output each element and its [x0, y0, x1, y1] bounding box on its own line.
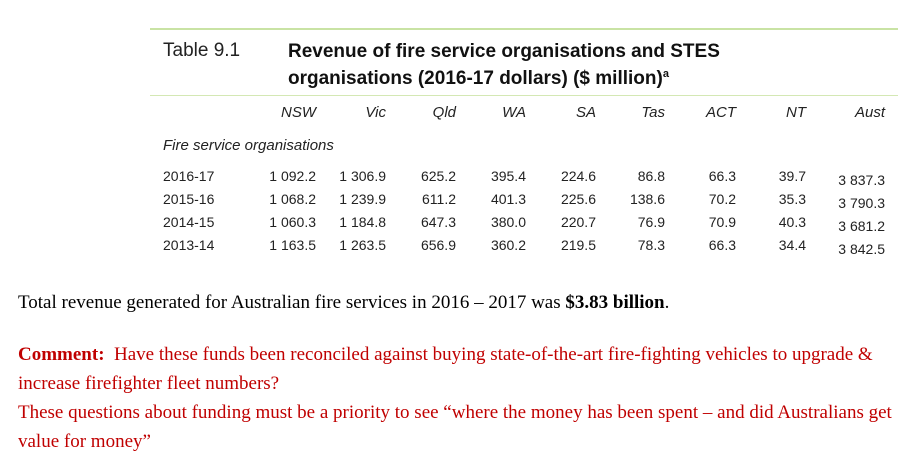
- comment-line-1: Comment: Have these funds been reconcile…: [18, 340, 898, 398]
- table-cell: 1 092.2: [269, 168, 316, 184]
- row-year: 2016-17: [163, 168, 215, 184]
- table-cell: 401.3: [490, 191, 526, 207]
- table-cell: 1 163.5: [269, 237, 316, 253]
- table-cell: 224.6: [560, 168, 596, 184]
- summary-prefix: Total revenue generated for Australian f…: [18, 292, 566, 313]
- table-top-rule: [150, 28, 898, 30]
- table-cell: 611.2: [422, 191, 456, 207]
- table-cell: 1 239.9: [339, 191, 386, 207]
- table-cell: 138.6: [629, 191, 665, 207]
- column-header: NSW: [281, 104, 316, 121]
- column-header: Vic: [365, 104, 386, 121]
- table-cell: 1 184.8: [339, 214, 386, 230]
- table-cell: 1 060.3: [269, 214, 316, 230]
- summary-suffix: .: [664, 292, 670, 313]
- table-cell: 3 837.3: [838, 172, 885, 188]
- row-year: 2014-15: [163, 214, 215, 230]
- table-cell: 1 263.5: [339, 237, 386, 253]
- column-header: ACT: [706, 104, 736, 121]
- row-year: 2013-14: [163, 237, 215, 253]
- table-cell: 3 842.5: [838, 241, 885, 257]
- table-cell: 1 068.2: [269, 191, 316, 207]
- table-cell: 656.9: [420, 237, 456, 253]
- summary-amount: $3.83 billion: [565, 292, 665, 313]
- table-cell: 3 681.2: [838, 218, 885, 234]
- table-cell: 220.7: [560, 214, 596, 230]
- table-cell: 625.2: [420, 168, 456, 184]
- table-cell: 39.7: [778, 168, 806, 184]
- table-cell: 70.9: [708, 214, 736, 230]
- table-cell: 380.0: [490, 214, 526, 230]
- column-header: Aust: [854, 104, 885, 121]
- table-cell: 70.2: [708, 191, 736, 207]
- table-cell: 34.4: [778, 237, 806, 253]
- table-cell: 66.3: [708, 237, 736, 253]
- comment-block: Comment: Have these funds been reconcile…: [18, 340, 898, 456]
- column-header: Tas: [641, 104, 665, 121]
- table-cell: 3 790.3: [838, 195, 885, 211]
- table-title-text: Revenue of fire service organisations an…: [288, 41, 720, 89]
- column-header: WA: [502, 104, 526, 121]
- comment-label: Comment:: [18, 344, 105, 365]
- table-cell: 1 306.9: [339, 168, 386, 184]
- table-cell: 219.5: [560, 237, 596, 253]
- table-cell: 225.6: [560, 191, 596, 207]
- table-cell: 647.3: [420, 214, 456, 230]
- table-title: Revenue of fire service organisations an…: [288, 40, 808, 90]
- table-cell: 360.2: [490, 237, 526, 253]
- column-header: NT: [786, 104, 806, 121]
- column-header: SA: [575, 104, 596, 121]
- comment-text-1: Have these funds been reconciled against…: [18, 344, 873, 394]
- table-cell: 86.8: [637, 168, 665, 184]
- table-cell: 395.4: [490, 168, 526, 184]
- table-number: Table 9.1: [163, 40, 241, 61]
- row-year: 2015-16: [163, 191, 215, 207]
- table-title-footnote: a: [662, 68, 669, 80]
- summary-text: Total revenue generated for Australian f…: [18, 292, 669, 314]
- table-cell: 35.3: [778, 191, 806, 207]
- table-header-rule: [150, 95, 898, 96]
- table-cell: 78.3: [637, 237, 665, 253]
- table-cell: 40.3: [778, 214, 806, 230]
- table-section-label: Fire service organisations: [163, 137, 334, 154]
- comment-line-2: These questions about funding must be a …: [18, 402, 892, 452]
- column-header: Qld: [432, 104, 456, 121]
- table-cell: 76.9: [637, 214, 665, 230]
- table-cell: 66.3: [708, 168, 736, 184]
